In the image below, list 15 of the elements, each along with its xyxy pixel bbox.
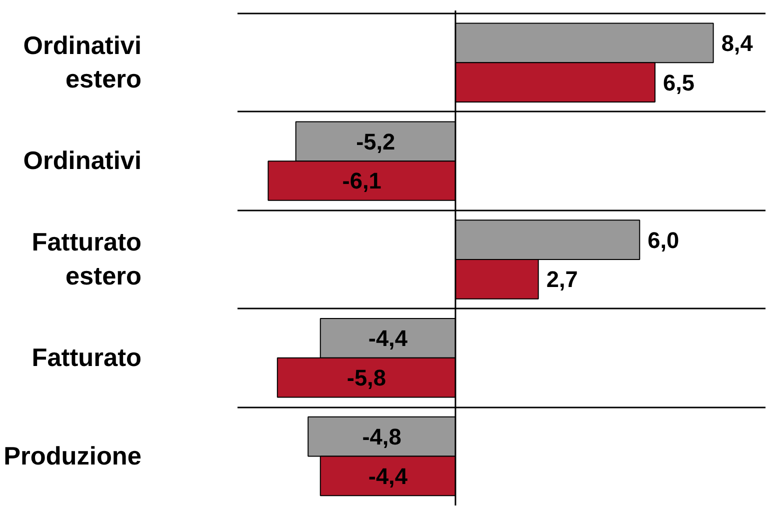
data-label: 6,5 <box>662 69 694 96</box>
data-label: -5,2 <box>356 128 396 154</box>
data-label: 8,4 <box>721 30 754 56</box>
y-tick-label: Fatturato estero <box>32 228 142 290</box>
y-tick-label: Ordinativi <box>23 147 142 176</box>
data-label: -4,4 <box>368 462 408 489</box>
data-label: -4,4 <box>368 325 408 352</box>
data-label: 6,0 <box>648 226 680 253</box>
y-tick-label: Produzione <box>4 442 142 470</box>
data-label: 2,7 <box>546 266 578 292</box>
y-tick-label: Fatturato <box>32 344 142 372</box>
data-label: -5,8 <box>346 364 386 391</box>
data-label: -4,8 <box>362 424 402 450</box>
y-tick-label: Ordinativi estero <box>23 32 142 94</box>
data-label: -6,1 <box>342 168 382 194</box>
